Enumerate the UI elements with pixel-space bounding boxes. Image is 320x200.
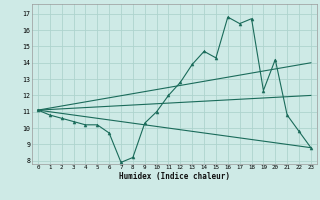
X-axis label: Humidex (Indice chaleur): Humidex (Indice chaleur): [119, 172, 230, 181]
